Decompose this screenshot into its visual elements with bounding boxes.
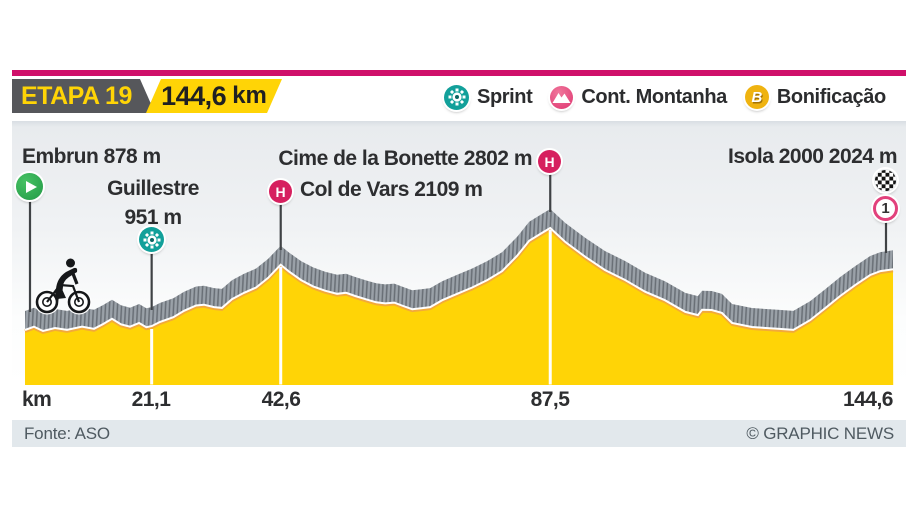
- distance-value: 144,6: [161, 80, 227, 111]
- mountain-marker-bonette-icon: H: [538, 150, 561, 173]
- bonette-marker-letter: H: [544, 153, 555, 170]
- finish-flag-icon: [874, 169, 897, 192]
- legend-item-mountain: Cont. Montanha: [550, 85, 727, 109]
- bonus-letter: B: [751, 88, 763, 106]
- mountain-icon: [550, 85, 574, 109]
- sprint-marker-icon: [139, 227, 164, 252]
- profile-edge-orange: [24, 227, 894, 335]
- sprint-town-name: Guillestre: [107, 177, 199, 200]
- ridge-hatched-band: [25, 209, 893, 331]
- mountain-marker-vars-icon: H: [269, 180, 292, 203]
- legend-sprint-label: Sprint: [477, 85, 533, 108]
- waypoint-start-label: Embrun 878 m: [22, 145, 161, 168]
- profile-edge-white: [24, 226, 894, 333]
- axis-tick-21: 21,1: [131, 388, 171, 411]
- finish-category: 1: [881, 200, 890, 217]
- km-tick-lines: [150, 230, 552, 385]
- stage-label-box: ETAPA 19: [12, 79, 155, 113]
- legend-item-sprint: Sprint: [444, 84, 533, 110]
- cyclist-icon: [34, 258, 92, 315]
- bonus-icon: B: [744, 85, 769, 109]
- distance-unit: km: [232, 82, 267, 109]
- footer-bar: Fonte: ASO © GRAPHIC NEWS: [12, 420, 906, 447]
- stage-label: ETAPA 19: [21, 81, 132, 110]
- vars-marker-letter: H: [275, 183, 286, 200]
- axis-tick-42: 42,6: [261, 388, 301, 411]
- accent-bar: [12, 70, 906, 76]
- sprint-icon: [444, 84, 469, 110]
- marker-stem-lines: [28, 173, 888, 312]
- waypoint-vars-label: Col de Vars 2109 m: [300, 178, 483, 201]
- sprint-elevation: 951 m: [124, 206, 182, 229]
- graphic-news-credit: © GRAPHIC NEWS: [746, 423, 894, 443]
- waypoint-finish-label: Isola 2000 2024 m: [728, 145, 897, 168]
- profile-area: [25, 228, 894, 385]
- start-flag-icon: [16, 173, 43, 200]
- legend: Sprint Cont. Montanha B Bonificação: [444, 83, 886, 111]
- axis-tick-144: 144,6: [842, 388, 894, 411]
- category-1-marker: 1: [873, 196, 898, 221]
- legend-bonus-label: Bonificação: [776, 85, 886, 108]
- waypoint-bonette-label: Cime de la Bonette 2802 m: [278, 147, 532, 170]
- waypoint-sprint-label-block: Guillestre 951 m: [73, 174, 233, 232]
- legend-item-bonus: B Bonificação: [744, 85, 886, 109]
- distance-box: 144,6 km: [146, 79, 282, 113]
- axis-tick-87: 87,5: [530, 388, 570, 411]
- elevation-profile-chart: [24, 173, 894, 385]
- legend-mountain-label: Cont. Montanha: [581, 85, 727, 108]
- source-credit: Fonte: ASO: [24, 423, 110, 443]
- play-triangle-icon: [25, 180, 37, 193]
- axis-unit-label: km: [22, 388, 52, 411]
